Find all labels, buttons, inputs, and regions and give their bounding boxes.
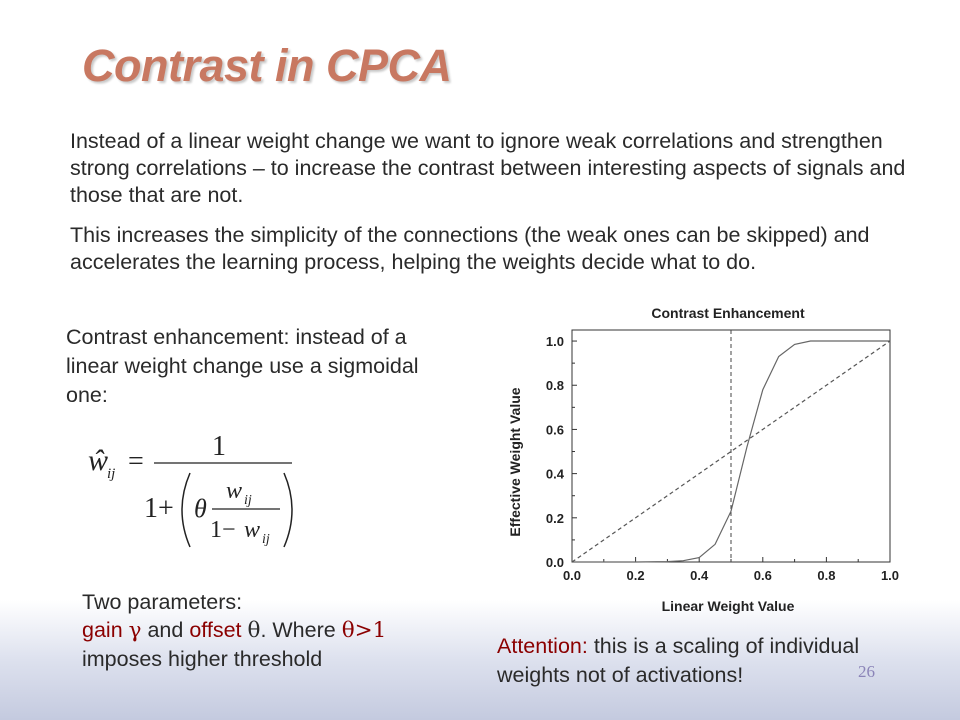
formula-left-paren (181, 472, 191, 548)
formula-equals: = (128, 446, 144, 477)
y-axis-label: Effective Weight Value (507, 387, 523, 536)
x-tick-label: 0.0 (563, 568, 581, 583)
benefit-paragraph: This increases the simplicity of the con… (70, 223, 870, 274)
attention-exclamation: ! (737, 663, 744, 687)
threshold-text: imposes higher threshold (82, 647, 323, 671)
parameters-heading: Two parameters: (82, 590, 243, 614)
and-text: and (141, 618, 190, 642)
formula-lhs: ŵ (88, 444, 108, 477)
formula-inner-den-one: 1− (210, 517, 236, 543)
where-text: . Where (260, 618, 342, 642)
formula-one-plus: 1+ (144, 493, 174, 524)
sigmoid-curve (572, 340, 890, 563)
axis-ticks: 0.0 0.2 0.4 0.6 0.8 1.0 0.0 0.2 0.4 0.6 0.8 1.0 (546, 334, 899, 583)
x-tick-label: 0.8 (817, 568, 835, 583)
y-tick-label: 0.8 (546, 378, 564, 393)
x-axis-label: Linear Weight Value (662, 598, 795, 614)
formula-inner-den-sub: ij (262, 532, 270, 547)
page-number: 26 (858, 662, 875, 681)
enhancement-text: Contrast enhancement: instead of a linea… (66, 325, 419, 407)
y-tick-label: 0.6 (546, 422, 564, 437)
gain-label: gain (82, 618, 129, 642)
x-tick-label: 1.0 (881, 568, 899, 583)
contrast-enhancement-chart: Contrast Enhancement Linear Weight Value… (507, 305, 899, 614)
formula-inner-num: w (226, 478, 242, 504)
parameters-block: Two parameters: gain γ and offset θ. Whe… (82, 588, 386, 673)
theta-symbol: θ (247, 618, 261, 643)
sigmoid-formula: ŵ ij = 1 1+ θ w ij 1− w ij (88, 431, 293, 548)
theta-condition: θ>1 (341, 618, 387, 643)
y-tick-label: 0.0 (546, 555, 564, 570)
offset-label: offset (189, 618, 248, 642)
formula-inner-num-sub: ij (244, 493, 252, 508)
y-tick-label: 0.2 (546, 511, 564, 526)
attention-note: Attention: this is a scaling of individu… (497, 632, 937, 690)
y-tick-label: 1.0 (546, 334, 564, 349)
y-tick-label: 0.4 (546, 467, 565, 482)
intro-paragraph: Instead of a linear weight change we wan… (70, 129, 906, 207)
formula-lhs-sub: ij (107, 466, 115, 482)
slide-title: Contrast in CPCA (82, 40, 452, 91)
attention-text: this is a scaling of individual weights … (497, 634, 860, 687)
chart-title: Contrast Enhancement (651, 305, 805, 321)
x-tick-label: 0.4 (690, 568, 709, 583)
linear-reference-line (571, 340, 891, 563)
formula-numerator: 1 (212, 431, 226, 462)
formula-right-paren (283, 472, 293, 548)
gamma-symbol: γ (128, 618, 142, 643)
parameters-line: gain γ and offset θ. Where θ>1 (82, 616, 386, 645)
attention-label: Attention: (497, 634, 588, 658)
formula-inner-den: w (244, 517, 260, 543)
x-tick-label: 0.2 (627, 568, 645, 583)
chart-series (571, 330, 891, 563)
x-tick-label: 0.6 (754, 568, 772, 583)
formula-theta: θ (194, 494, 207, 523)
